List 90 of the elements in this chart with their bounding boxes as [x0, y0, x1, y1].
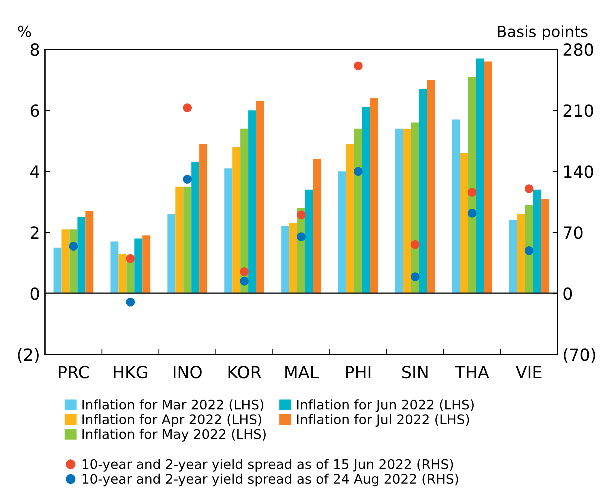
point	[411, 240, 420, 250]
y2-tick-label: 140	[564, 166, 594, 178]
point	[240, 267, 249, 276]
point	[297, 232, 306, 242]
bar	[509, 220, 518, 294]
point	[183, 104, 192, 112]
bar	[240, 128, 249, 294]
x-tick-label: INO	[174, 366, 202, 379]
y2-axis-title: Basis points	[498, 26, 588, 40]
y-tick-label: 2	[30, 226, 39, 239]
point	[524, 184, 534, 194]
x-tick-label: PRC	[59, 366, 90, 379]
bar	[354, 128, 362, 294]
point	[297, 210, 306, 220]
bar	[305, 190, 314, 294]
y-tick-label: 4	[30, 166, 40, 178]
bar	[411, 122, 420, 294]
y2-tick-label: 70	[564, 226, 583, 240]
bar	[142, 236, 151, 294]
x-tick-label: PHI	[346, 366, 371, 378]
x-tick-label: SIN	[402, 366, 428, 379]
y-tick-label: 0	[30, 288, 40, 300]
y2-tick-label: 0	[564, 288, 572, 300]
point	[354, 62, 363, 71]
point	[69, 242, 78, 251]
x-tick-label: THA	[455, 366, 490, 378]
bar	[168, 214, 176, 294]
y2-tick-label: (70)	[564, 348, 596, 364]
bar	[78, 217, 86, 294]
bar	[184, 186, 192, 294]
bar	[282, 226, 290, 294]
bar	[200, 144, 208, 294]
y-tick-label: 8	[30, 44, 40, 56]
x-tick-label: MAL	[286, 366, 319, 378]
bar	[525, 205, 534, 294]
legend-label: Inflation for May 2022 (LHS)	[82, 429, 266, 442]
x-tick-label: HKG	[114, 366, 148, 379]
bar	[176, 186, 184, 294]
y-tick-label: 6	[30, 104, 40, 118]
bar	[460, 153, 468, 294]
y-axis-title: %	[18, 26, 32, 38]
y-tick-label: (2)	[18, 348, 39, 364]
point	[468, 209, 477, 218]
legend-label: Inflation for Jul 2022 (LHS)	[297, 414, 470, 428]
bar	[313, 159, 322, 294]
legend-label: Inflation for Mar 2022 (LHS)	[82, 400, 264, 412]
point	[126, 298, 136, 307]
x-tick-label: KOR	[228, 366, 262, 379]
legend-label: Inflation for Apr 2022 (LHS)	[82, 414, 262, 428]
bar	[362, 108, 370, 294]
x-tick-label: VIE	[516, 366, 542, 378]
bar	[476, 58, 484, 294]
bar	[134, 238, 143, 294]
bar	[403, 128, 412, 294]
bar	[126, 260, 135, 294]
bar	[232, 147, 241, 294]
bar	[419, 89, 428, 294]
bar	[452, 120, 460, 294]
bar	[468, 77, 476, 294]
bar	[248, 110, 257, 294]
bar	[290, 223, 298, 294]
bar	[370, 98, 378, 294]
point	[524, 246, 534, 256]
bar	[192, 162, 200, 294]
point	[468, 188, 477, 197]
bar	[533, 190, 542, 294]
point	[240, 277, 249, 286]
bar	[541, 199, 550, 294]
bar	[224, 168, 233, 294]
bar	[395, 128, 404, 294]
bar	[256, 101, 264, 294]
legend-label: Inflation for Jun 2022 (LHS)	[297, 400, 474, 412]
point	[126, 254, 136, 264]
bar	[427, 80, 436, 294]
bar	[86, 211, 94, 294]
bar	[517, 214, 526, 294]
point	[411, 272, 420, 282]
bar	[118, 254, 127, 294]
y2-tick-label: 210	[564, 104, 594, 118]
bar	[338, 172, 346, 294]
legend-label: 10-year and 2-year yield spread as of 15 Jun 2022 (RHS)	[82, 459, 454, 472]
bar	[484, 62, 492, 294]
point	[183, 175, 192, 184]
bar	[110, 242, 119, 294]
bar	[346, 144, 354, 294]
bar	[62, 230, 70, 294]
legend-label: 10-year and 2-year yield spread as of 24 Aug 2022 (RHS)	[82, 474, 458, 487]
bar	[54, 248, 62, 294]
y2-tick-label: 280	[564, 44, 594, 56]
point	[354, 167, 363, 176]
